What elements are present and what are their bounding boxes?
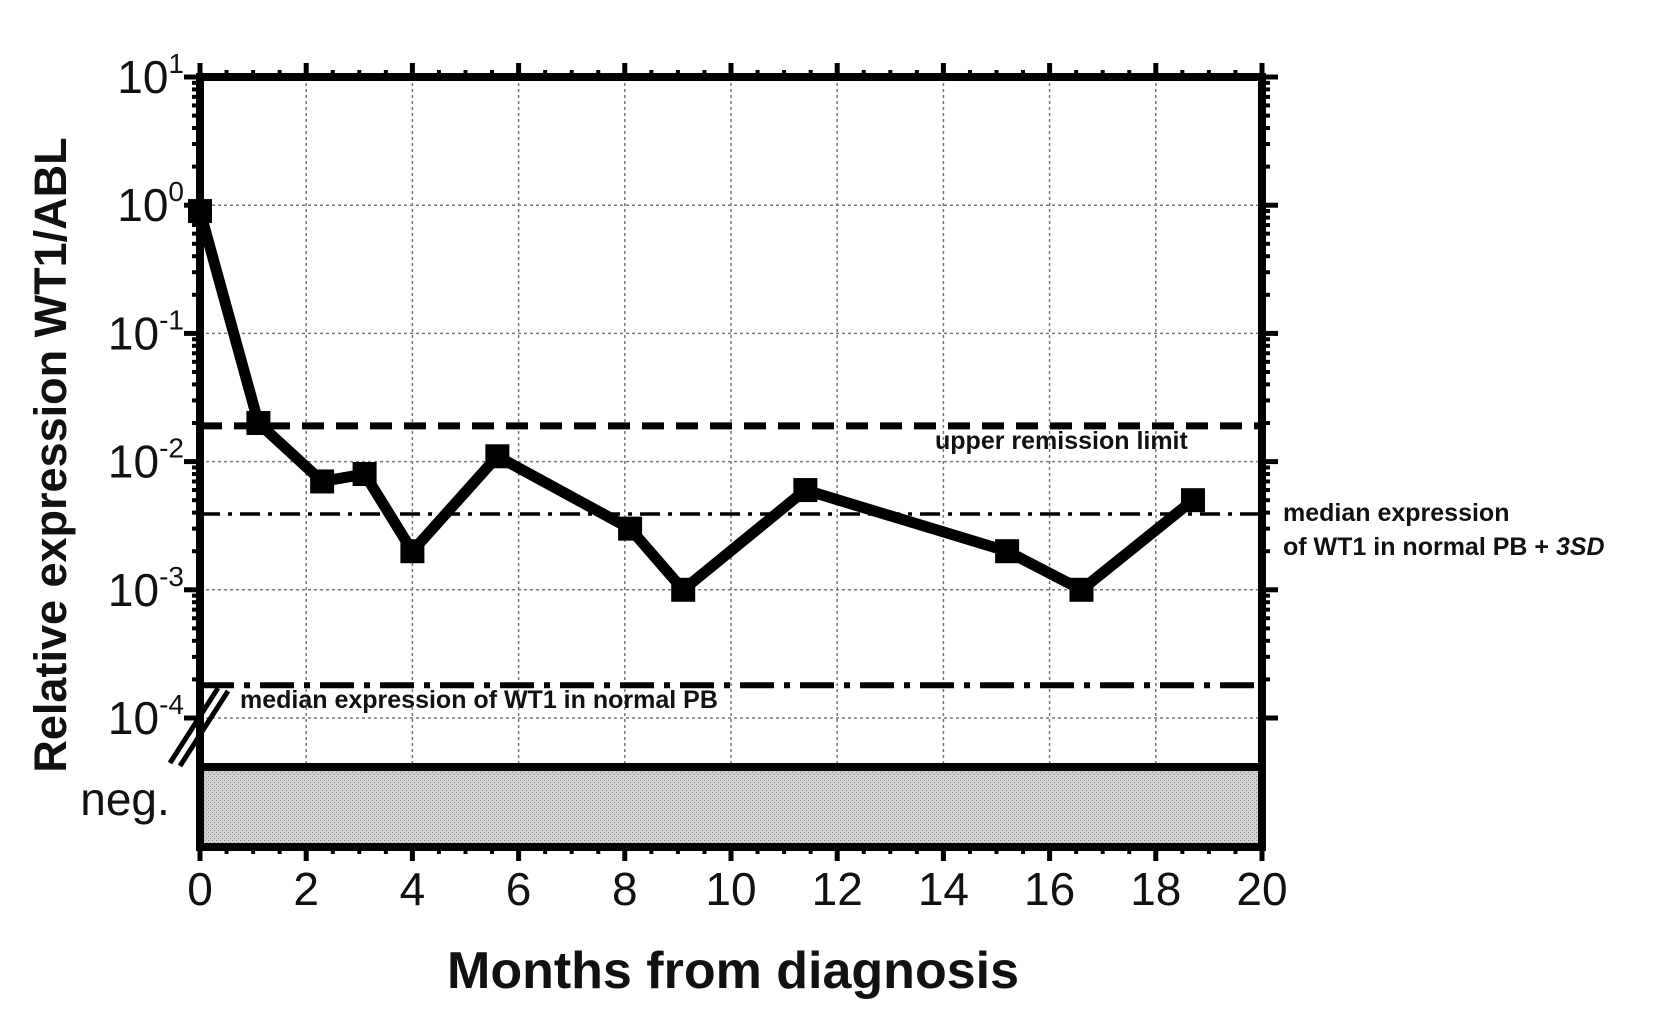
- data-point: [246, 411, 271, 436]
- data-point: [310, 469, 335, 494]
- x-tick-labels: 0 2 4 6 8 10 12 14 16 18 20: [187, 863, 1287, 915]
- median-3sd-label-italic: 3SD: [1556, 533, 1605, 561]
- x-tick-label: 14: [918, 863, 969, 915]
- y-tick-label: 10-2: [108, 433, 184, 488]
- series-line: [188, 199, 1205, 602]
- median-normal-pb-label: median expression of WT1 in normal PB: [240, 686, 718, 714]
- x-tick-label: 8: [612, 863, 638, 915]
- data-point: [995, 539, 1020, 564]
- upper-remission-limit-label: upper remission limit: [935, 427, 1189, 455]
- x-tick-label: 16: [1024, 863, 1075, 915]
- neg-label: neg.: [80, 773, 170, 825]
- y-tick-label: 10-1: [108, 304, 184, 359]
- x-tick-label: 20: [1236, 863, 1287, 915]
- median-3sd-label-prefix: of WT1 in normal PB +: [1283, 533, 1556, 561]
- negative-band: [200, 767, 1262, 847]
- y-tick-label: 101: [117, 48, 184, 103]
- grid: [200, 77, 1262, 847]
- y-tick-labels: 101 100 10-1 10-2 10-3 10-4: [108, 48, 184, 744]
- data-point: [1069, 577, 1094, 602]
- y-tick-label: 100: [117, 176, 184, 231]
- data-point: [793, 478, 818, 503]
- reference-lines: [200, 422, 1262, 689]
- y-axis-title: Relative expression WT1/ABL: [25, 137, 76, 772]
- y-tick-label: 10-4: [108, 689, 184, 744]
- x-tick-label: 0: [187, 863, 213, 915]
- data-point: [485, 444, 510, 469]
- axis-break-mark: [167, 686, 231, 768]
- x-tick-label: 10: [705, 863, 756, 915]
- data-point: [352, 462, 377, 487]
- x-tick-label: 18: [1130, 863, 1181, 915]
- data-point: [400, 539, 425, 564]
- x-tick-label: 4: [400, 863, 426, 915]
- median-3sd-label-line2: of WT1 in normal PB + 3SD: [1283, 533, 1605, 561]
- axis-ticks: [184, 63, 1278, 861]
- x-axis-title: Months from diagnosis: [447, 942, 1019, 1000]
- x-tick-label: 2: [293, 863, 319, 915]
- data-point: [1180, 488, 1205, 513]
- y-tick-label: 10-3: [108, 561, 184, 616]
- x-tick-label: 6: [506, 863, 532, 915]
- x-tick-label: 12: [812, 863, 863, 915]
- data-point: [671, 577, 696, 602]
- data-point: [618, 516, 643, 541]
- median-3sd-label-line1: median expression: [1283, 499, 1509, 527]
- series-polyline: [194, 209, 1197, 598]
